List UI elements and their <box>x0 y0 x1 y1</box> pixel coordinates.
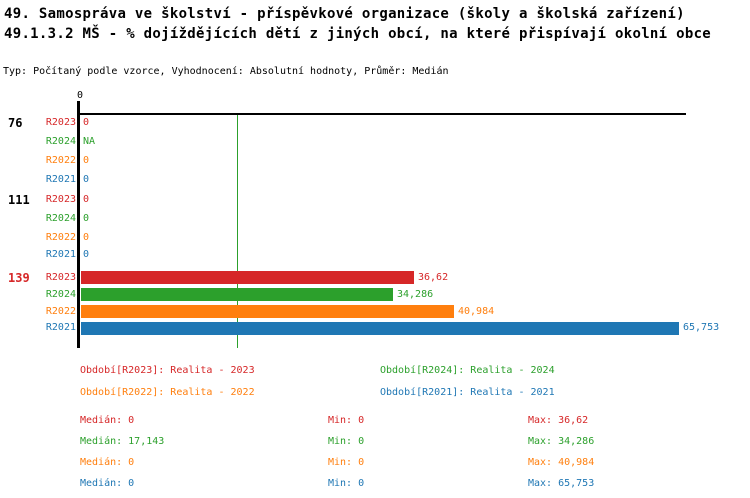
x-axis-zero-tick-label: 0 <box>76 90 84 101</box>
indicator-meta-line: Typ: Počítaný podle vzorce, Vyhodnocení:… <box>3 66 449 77</box>
row-label-R2024: R2024 <box>45 213 76 224</box>
bar-value-label: 0 <box>83 213 90 224</box>
stat-min-R2024: Min: 0 <box>328 436 365 447</box>
stat-median-R2021: Medián: 0 <box>80 478 135 489</box>
stat-max-R2023: Max: 36,62 <box>528 415 589 426</box>
row-label-R2021: R2021 <box>45 322 76 333</box>
bar-R2023 <box>81 271 414 284</box>
row-label-R2021: R2021 <box>45 249 76 260</box>
stat-min-R2021: Min: 0 <box>328 478 365 489</box>
group-label-76: 76 <box>8 115 23 130</box>
legend-item-R2022: Období[R2022]: Realita - 2022 <box>80 387 255 398</box>
bar-value-label: 0 <box>83 194 90 205</box>
stat-min-R2023: Min: 0 <box>328 415 365 426</box>
row-label-R2024: R2024 <box>45 135 76 147</box>
row-label-R2022: R2022 <box>45 305 76 317</box>
group-label-111: 111 <box>8 193 30 207</box>
page-title-line2: 49.1.3.2 MŠ - % dojíždějících dětí z jin… <box>4 26 712 42</box>
bar-value-label: 0 <box>83 231 90 243</box>
bar-R2022 <box>81 305 454 318</box>
group-label-139: 139 <box>8 270 30 285</box>
stat-min-R2022: Min: 0 <box>328 457 365 468</box>
bar-R2024 <box>81 288 393 301</box>
bar-value-label: 65,753 <box>683 322 720 333</box>
bar-value-label: 36,62 <box>418 271 449 283</box>
stat-max-R2022: Max: 40,984 <box>528 457 595 468</box>
legend-item-R2023: Období[R2023]: Realita - 2023 <box>80 365 255 376</box>
bar-value-label: 0 <box>83 154 90 166</box>
row-label-R2023: R2023 <box>45 194 76 205</box>
stat-max-R2021: Max: 65,753 <box>528 478 595 489</box>
bar-value-label: 40,984 <box>458 305 495 317</box>
row-label-R2023: R2023 <box>45 271 76 283</box>
stat-median-R2022: Medián: 0 <box>80 457 135 468</box>
row-label-R2021: R2021 <box>45 173 76 185</box>
bar-value-label: NA <box>83 135 96 147</box>
legend-item-R2021: Období[R2021]: Realita - 2021 <box>380 387 555 398</box>
page-title-line1: 49. Samospráva ve školství - příspěvkové… <box>4 6 685 22</box>
bar-value-label: 0 <box>83 249 90 260</box>
row-label-R2023: R2023 <box>45 116 76 128</box>
bar-R2021 <box>81 321 679 335</box>
bar-value-label: 0 <box>83 116 90 128</box>
legend-item-R2024: Období[R2024]: Realita - 2024 <box>380 365 555 376</box>
median-reference-line <box>237 115 238 348</box>
stat-median-R2023: Medián: 0 <box>80 415 135 426</box>
stat-max-R2024: Max: 34,286 <box>528 436 595 447</box>
row-label-R2022: R2022 <box>45 231 76 243</box>
row-label-R2024: R2024 <box>45 288 76 300</box>
row-label-R2022: R2022 <box>45 154 76 166</box>
stat-median-R2024: Medián: 17,143 <box>80 436 165 447</box>
y-axis-line <box>77 101 80 348</box>
x-axis-line <box>78 113 686 115</box>
bar-value-label: 0 <box>83 173 90 185</box>
bar-value-label: 34,286 <box>397 288 434 300</box>
